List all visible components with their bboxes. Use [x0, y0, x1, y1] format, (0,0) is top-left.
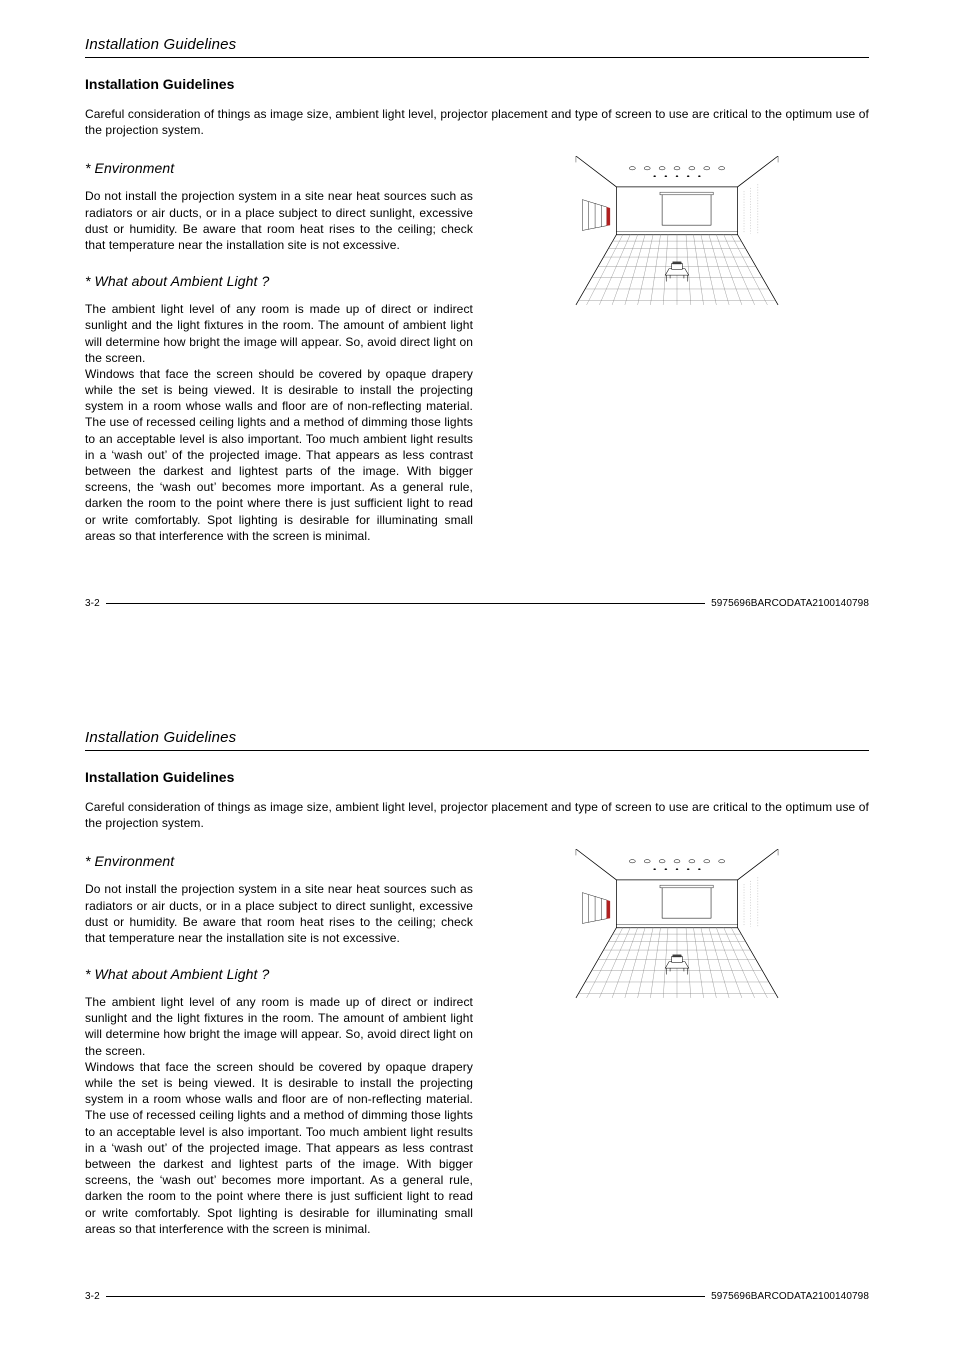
environment-heading: * Environment [85, 853, 473, 869]
footer-page-number: 3-2 [85, 1291, 100, 1302]
page-header: Installation Guidelines [85, 729, 869, 751]
environment-heading: * Environment [85, 160, 473, 176]
intro-paragraph: Careful consideration of things as image… [85, 106, 869, 138]
page-1: Installation Guidelines Installation Gui… [0, 0, 954, 659]
footer-doc-id: 5975696BARCODATA2100140798 [711, 1291, 869, 1302]
ambient-body-2: Windows that face the screen should be c… [85, 366, 473, 544]
intro-paragraph: Careful consideration of things as image… [85, 799, 869, 831]
content-row: * Environment Do not install the project… [85, 849, 869, 1237]
text-column: * Environment Do not install the project… [85, 156, 473, 544]
page-header: Installation Guidelines [85, 36, 869, 58]
footer-page-number: 3-2 [85, 598, 100, 609]
page-footer: 3-2 5975696BARCODATA2100140798 [85, 1291, 869, 1302]
footer-rule [106, 603, 705, 604]
ambient-body-2: Windows that face the screen should be c… [85, 1059, 473, 1237]
ambient-body-1: The ambient light level of any room is m… [85, 301, 473, 366]
figure-column [485, 156, 869, 544]
main-heading: Installation Guidelines [85, 769, 869, 785]
text-column: * Environment Do not install the project… [85, 849, 473, 1237]
main-heading: Installation Guidelines [85, 76, 869, 92]
ambient-heading: * What about Ambient Light ? [85, 273, 473, 289]
page-2: Installation Guidelines Installation Gui… [0, 659, 954, 1352]
page-footer: 3-2 5975696BARCODATA2100140798 [85, 598, 869, 609]
figure-column [485, 849, 869, 1237]
ambient-heading: * What about Ambient Light ? [85, 966, 473, 982]
footer-doc-id: 5975696BARCODATA2100140798 [711, 598, 869, 609]
footer-rule [106, 1296, 705, 1297]
environment-body: Do not install the projection system in … [85, 188, 473, 253]
environment-body: Do not install the projection system in … [85, 881, 473, 946]
room-illustration [485, 156, 869, 306]
content-row: * Environment Do not install the project… [85, 156, 869, 544]
ambient-body-1: The ambient light level of any room is m… [85, 994, 473, 1059]
room-illustration [485, 849, 869, 999]
